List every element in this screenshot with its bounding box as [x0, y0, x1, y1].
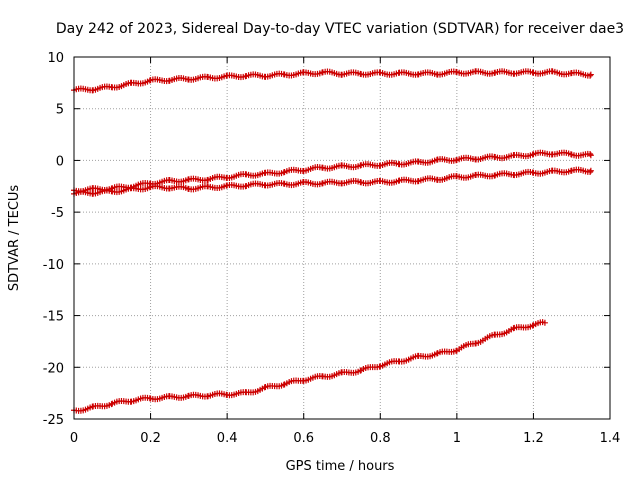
x-tick-labels: 0 0.2 0.4 0.6 0.8 1 1.2 1.4 — [70, 431, 620, 446]
data-point — [587, 72, 594, 79]
x-tick-label: 1.2 — [523, 431, 544, 446]
y-tick-label: -5 — [51, 206, 64, 221]
data-point — [587, 167, 594, 174]
y-tick-label: 10 — [47, 51, 64, 66]
data-point — [587, 152, 594, 159]
y-tick-label: 0 — [56, 154, 64, 169]
data-markers — [71, 68, 594, 414]
series-satellite-lower-middle — [71, 166, 594, 197]
x-tick-label: 0.6 — [293, 431, 314, 446]
x-tick-label: 0.8 — [370, 431, 391, 446]
y-tick-label: -10 — [43, 258, 64, 273]
x-tick-label: 0.4 — [217, 431, 238, 446]
series-satellite-top — [71, 68, 594, 94]
data-point — [587, 151, 594, 158]
y-axis-label: SDTVAR / TECUs — [7, 185, 22, 292]
y-tick-label: -20 — [43, 361, 64, 376]
grid-lines — [74, 57, 610, 419]
x-axis-label: GPS time / hours — [286, 459, 395, 474]
series-satellite-upper-middle — [71, 149, 594, 195]
y-tick-label: -15 — [43, 310, 64, 325]
x-tick-label: 1.4 — [600, 431, 621, 446]
y-tick-label: -25 — [43, 413, 64, 428]
x-tick-label: 1 — [453, 431, 461, 446]
y-tick-label: 5 — [56, 103, 64, 118]
x-tick-label: 0 — [70, 431, 78, 446]
data-point — [587, 169, 594, 176]
series-satellite-bottom — [71, 319, 548, 414]
plot-frame — [73, 56, 611, 420]
x-tick-label: 0.2 — [140, 431, 161, 446]
data-point — [541, 319, 548, 326]
axis-ticks — [73, 56, 611, 420]
chart-title: Day 242 of 2023, Sidereal Day-to-day VTE… — [56, 21, 624, 37]
y-tick-labels: -25 -20 -15 -10 -5 0 5 10 — [43, 51, 64, 428]
data-point — [587, 71, 594, 78]
